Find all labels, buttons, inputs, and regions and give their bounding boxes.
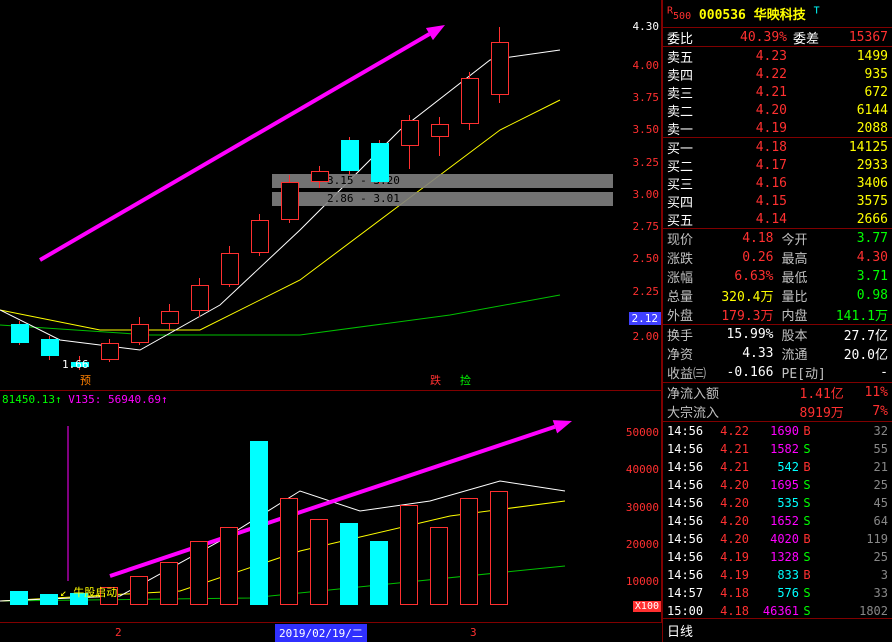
trade-row: 15:004.1846361S1802 [663, 602, 892, 618]
orderbook-row: 买二4.172933 [663, 156, 892, 174]
vol-header-b: V135: 56940.69↑ [68, 393, 167, 406]
orderbook-row: 买四4.153575 [663, 192, 892, 210]
trade-row: 14:564.201652S64 [663, 512, 892, 530]
date-bar: 232019/02/19/二 [0, 622, 662, 642]
trade-row: 14:564.191328S25 [663, 548, 892, 566]
orderbook-row: 卖一4.192088 [663, 119, 892, 137]
kline-chart[interactable]: 4.304.003.753.503.253.002.752.502.252.00… [0, 0, 662, 390]
trade-row: 14:574.18576S33 [663, 584, 892, 602]
bottom-bar-label: 日线 [663, 618, 892, 642]
trade-row: 14:564.211582S55 [663, 440, 892, 458]
stock-title: R500 000536 华映科技 T [663, 0, 892, 28]
trade-row: 14:564.20535S45 [663, 494, 892, 512]
orderbook-row: 卖五4.231499 [663, 47, 892, 65]
orderbook-row: 卖四4.22935 [663, 65, 892, 83]
orderbook-row: 买三4.163406 [663, 174, 892, 192]
trade-ticker: 14:564.221690B3214:564.211582S5514:564.2… [663, 422, 892, 618]
netflow-block: 净流入额1.41亿11%大宗流入8919万7% [663, 383, 892, 422]
volume-chart[interactable]: 81450.13↑ V135: 56940.69↑ 50000400003000… [0, 390, 662, 622]
orderbook: 委比 40.39% 委差 15367 卖五4.231499卖四4.22935卖三… [663, 28, 892, 229]
trade-row: 14:564.21542B21 [663, 458, 892, 476]
trade-row: 14:564.221690B32 [663, 422, 892, 440]
trade-row: 14:564.204020B119 [663, 530, 892, 548]
orderbook-row: 买五4.142666 [663, 210, 892, 228]
stats-block: 现价4.18今开3.77涨跌0.26最高4.30涨幅6.63%最低3.71总量3… [663, 229, 892, 325]
orderbook-row: 卖三4.21672 [663, 83, 892, 101]
stats-block-2: 换手15.99%股本27.7亿净资4.33流通20.0亿收益㈢-0.166PE[… [663, 325, 892, 383]
quote-panel: R500 000536 华映科技 T 委比 40.39% 委差 15367 卖五… [662, 0, 892, 642]
orderbook-row: 买一4.1814125 [663, 138, 892, 156]
trade-row: 14:564.201695S25 [663, 476, 892, 494]
trade-row: 14:564.19833B3 [663, 566, 892, 584]
orderbook-row: 卖二4.206144 [663, 101, 892, 119]
vol-header-a: 81450.13↑ [2, 393, 62, 406]
